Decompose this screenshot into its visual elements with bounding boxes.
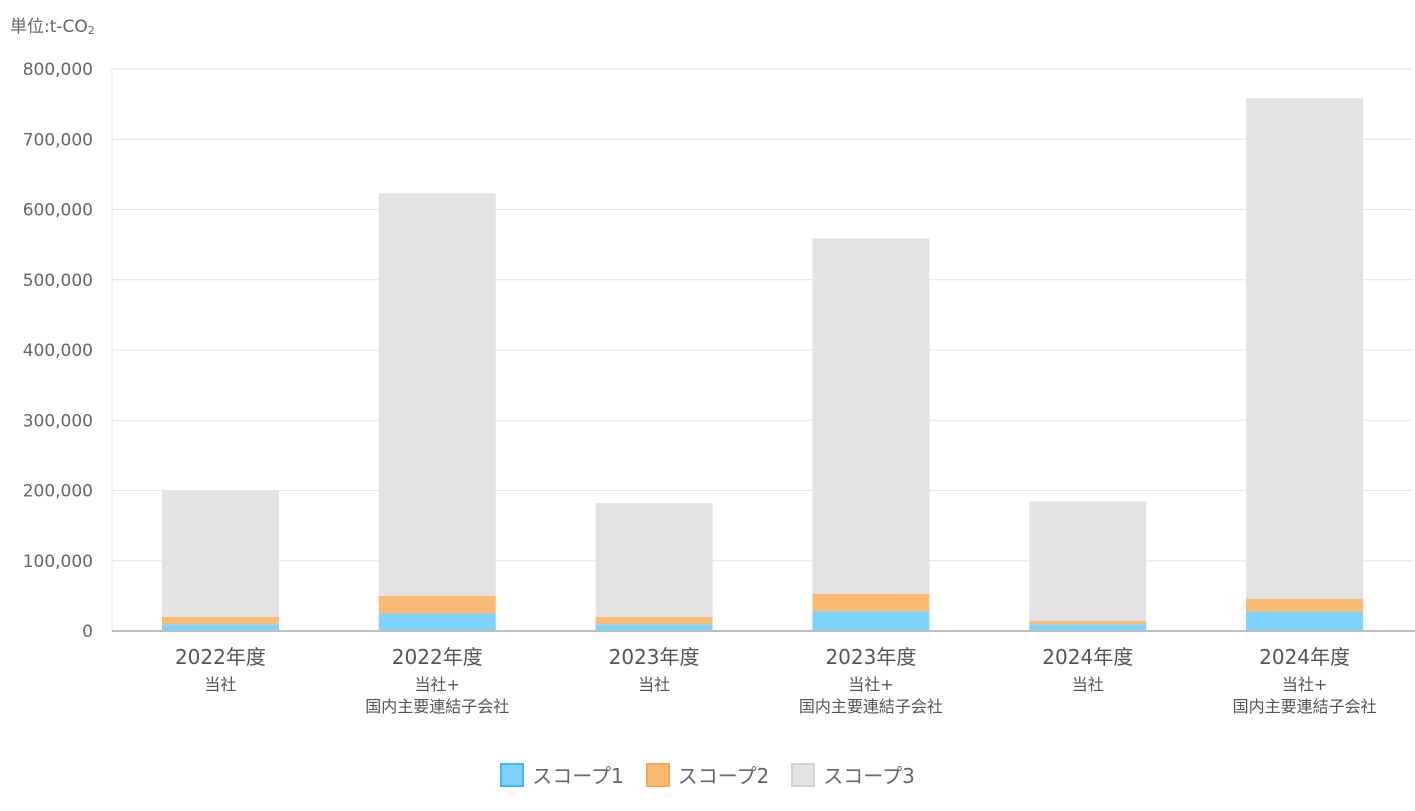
x-tick-entity-sub: 国内主要連結子会社 [365,697,509,716]
bar-segment-1 [812,611,930,631]
y-tick-label: 200,000 [23,482,93,502]
legend-label: スコープ2 [677,764,770,788]
stacked-bar-chart: 0 100,000 200,000 300,000 400,000 500,000 600,… [23,60,1415,716]
y-tick-label: 300,000 [23,411,93,431]
x-tick-entity: 当社+ [415,675,460,694]
x-tick-entity: 当社 [1072,675,1104,694]
legend-item-1[interactable]: スコープ1 [500,760,624,789]
unit-subscript: 2 [87,24,95,37]
bar-segment-1 [378,613,496,631]
y-tick-label: 700,000 [23,130,93,150]
bar-segment-1 [1029,624,1147,631]
unit-label: 単位:t-CO2 [10,12,95,37]
legend-item-2[interactable]: スコープ2 [645,760,770,789]
y-tick-label: 0 [82,622,93,642]
bar-segment-2 [812,593,930,612]
y-tick-label: 800,000 [23,60,93,80]
bar-segment-2 [1246,599,1364,612]
bar-segment-2 [378,595,496,614]
bar-segment-2 [1029,620,1147,625]
bar-segment-3 [595,503,713,617]
bar-segment-3 [378,193,496,596]
bar-segment-3 [812,238,930,594]
x-tick-entity-sub: 国内主要連結子会社 [1233,697,1377,716]
x-tick-year: 2022年度 [175,645,266,669]
y-tick-label: 400,000 [23,341,93,361]
x-tick-entity: 当社+ [848,675,893,694]
legend: スコープ1 スコープ2 スコープ3 [0,760,1415,789]
legend-swatch [500,762,525,787]
x-tick-entity: 当社 [204,675,236,694]
legend-label: スコープ1 [532,764,624,788]
bar-segment-3 [1029,501,1147,621]
y-tick-label: 500,000 [23,271,93,291]
x-tick-entity-sub: 国内主要連結子会社 [799,697,943,716]
bar-segment-2 [595,616,713,625]
bar-segment-3 [1246,98,1364,600]
bar-segment-2 [161,616,279,625]
bar-segment-1 [1246,611,1364,631]
x-tick-year: 2023年度 [825,645,916,669]
x-tick-year: 2023年度 [609,645,700,669]
bar-segment-1 [595,624,713,631]
y-tick-label: 100,000 [23,552,93,572]
x-tick-entity: 当社 [638,675,670,694]
x-tick-year: 2024年度 [1042,645,1133,669]
unit-text: 単位:t-CO [10,17,88,37]
legend-swatch [791,762,816,787]
x-tick-entity: 当社+ [1282,675,1327,694]
bar-segment-3 [161,490,279,617]
y-tick-label: 600,000 [23,201,93,221]
x-tick-year: 2024年度 [1259,645,1350,669]
legend-item-3[interactable]: スコープ3 [791,760,915,789]
bar-segment-1 [161,624,279,631]
legend-label: スコープ3 [823,764,915,788]
legend-swatch [645,762,670,787]
x-tick-year: 2022年度 [392,645,483,669]
